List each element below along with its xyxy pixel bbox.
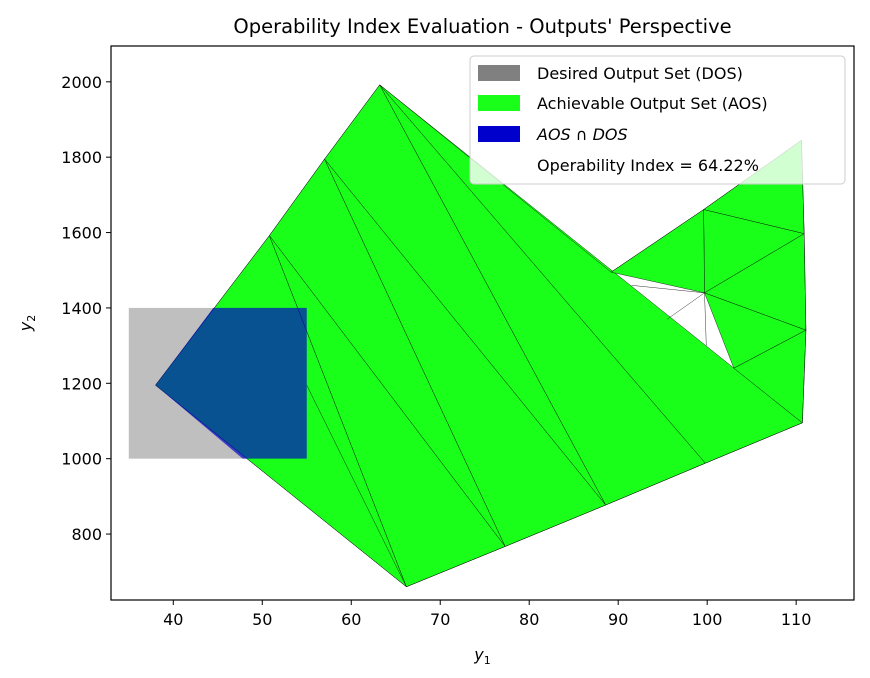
y-tick-label: 1400 — [61, 299, 102, 318]
x-axis-ticks: 40 50 60 70 80 90 100 110 — [163, 600, 811, 629]
intersection-region — [155, 307, 307, 459]
legend-swatch-aos — [478, 95, 520, 111]
y-tick-label: 1200 — [61, 374, 102, 393]
legend-frame — [469, 55, 846, 185]
x-axis-label-base: y — [473, 645, 484, 664]
axes-frame — [110, 45, 855, 601]
x-tick-label: 100 — [692, 610, 723, 629]
aos-region — [155, 84, 807, 588]
y-tick-label: 800 — [71, 525, 102, 544]
x-tick-label: 40 — [163, 610, 183, 629]
x-tick-label: 70 — [430, 610, 450, 629]
x-tick-label: 110 — [781, 610, 812, 629]
legend-label-operability-index: Operability Index = 64.22% — [537, 156, 759, 175]
x-tick-label: 60 — [341, 610, 361, 629]
aos-edge — [667, 292, 705, 320]
legend-swatch-dos — [478, 65, 520, 81]
y-tick-label: 1000 — [61, 450, 102, 469]
x-axis-label: y1 — [473, 645, 490, 667]
y-tick-label: 1800 — [61, 148, 102, 167]
y-axis-label-sub: 2 — [25, 315, 38, 322]
x-tick-label: 80 — [519, 610, 539, 629]
y-axis-label-base: y — [16, 321, 35, 332]
legend-label-intersection: AOS ∩ DOS — [536, 125, 628, 144]
plot-area — [128, 84, 807, 588]
aos-edge — [306, 385, 407, 587]
legend-swatch-intersection — [478, 126, 520, 142]
aos-edge — [631, 285, 705, 294]
legend-label-aos: Achievable Output Set (AOS) — [537, 94, 768, 113]
chart-title: Operability Index Evaluation - Outputs' … — [233, 15, 731, 38]
y-tick-label: 1600 — [61, 224, 102, 243]
y-tick-label: 2000 — [61, 73, 102, 92]
x-tick-label: 50 — [252, 610, 272, 629]
aos-edge — [704, 292, 707, 346]
legend: Desired Output Set (DOS) Achievable Outp… — [469, 55, 846, 185]
x-tick-label: 90 — [608, 610, 628, 629]
y-axis-ticks: 800 1000 1200 1400 1600 1800 2000 — [61, 73, 111, 544]
y-axis-label: y2 — [16, 315, 38, 332]
x-axis-label-sub: 1 — [484, 654, 491, 667]
legend-label-dos: Desired Output Set (DOS) — [537, 64, 743, 83]
